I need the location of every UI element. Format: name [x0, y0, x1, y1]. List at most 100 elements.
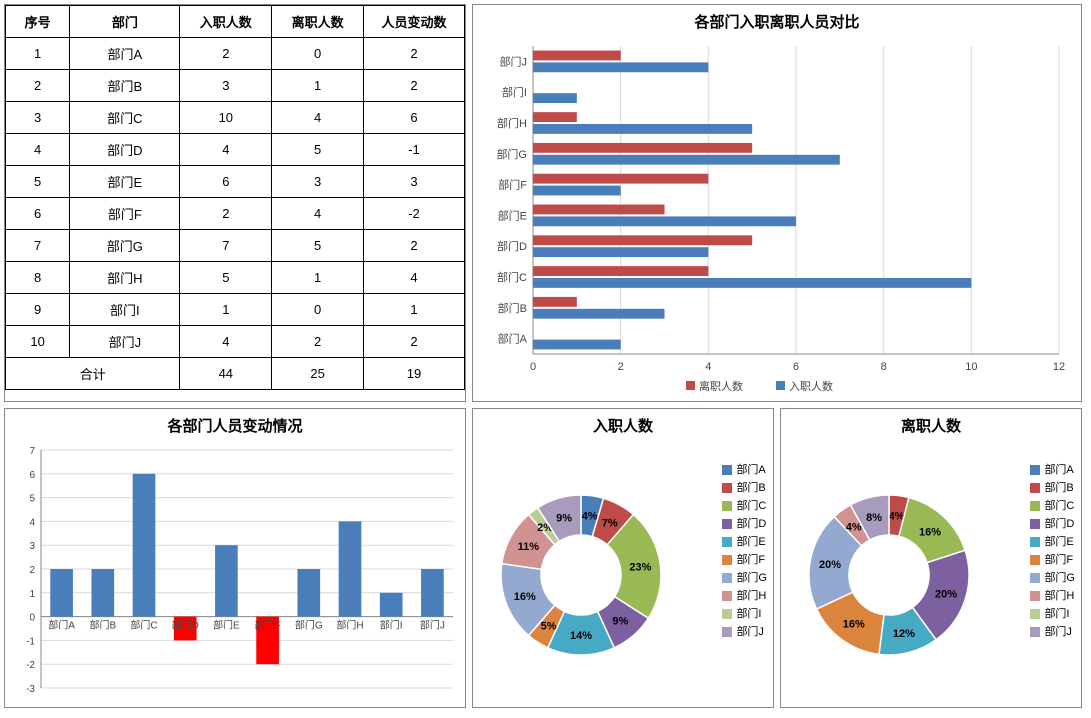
- table-cell: 7: [6, 230, 70, 262]
- donut-in-legend: 部门A部门B部门C部门D部门E部门F部门G部门H部门I部门J: [722, 459, 767, 641]
- donut-legend-item: 部门E: [722, 533, 767, 549]
- vbar-bar: [50, 569, 73, 617]
- hbar-bar: [533, 155, 840, 165]
- hbar-bar: [533, 216, 796, 226]
- vbar-bar: [380, 593, 403, 617]
- table-cell: 4: [272, 102, 364, 134]
- svg-text:5%: 5%: [541, 620, 557, 632]
- table-total-cell: 19: [364, 358, 465, 390]
- svg-text:0: 0: [530, 361, 536, 373]
- vbar-bar: [215, 545, 238, 616]
- donut-legend-item: 部门C: [722, 497, 767, 513]
- svg-text:9%: 9%: [556, 512, 572, 524]
- hbar-bar: [533, 112, 577, 122]
- svg-text:8: 8: [881, 361, 887, 373]
- table-cell: 3: [180, 70, 272, 102]
- vbar-title: 各部门人员变动情况: [5, 415, 465, 436]
- table-cell: 10: [6, 326, 70, 358]
- donut-out-chart: 4%16%20%12%16%20%4%8%: [781, 440, 1001, 700]
- svg-text:入职人数: 入职人数: [789, 380, 833, 393]
- table-cell: 10: [180, 102, 272, 134]
- svg-text:5: 5: [29, 494, 35, 505]
- table-cell: 部门E: [70, 166, 180, 198]
- vbar-bar: [133, 474, 156, 617]
- hbar-bar: [533, 143, 752, 153]
- svg-text:部门I: 部门I: [502, 85, 527, 99]
- donut-legend-item: 部门C: [1030, 497, 1075, 513]
- data-table: 序号部门入职人数离职人数人员变动数1部门A2022部门B3123部门C10464…: [5, 5, 465, 390]
- svg-text:部门I: 部门I: [380, 619, 403, 632]
- table-cell: 部门B: [70, 70, 180, 102]
- hbar-bar: [533, 174, 708, 184]
- table-cell: 0: [272, 294, 364, 326]
- svg-text:3: 3: [29, 541, 35, 552]
- hbar-bar: [533, 124, 752, 134]
- table-cell: 4: [6, 134, 70, 166]
- table-total-row: 合计442519: [6, 358, 465, 390]
- table-cell: 7: [180, 230, 272, 262]
- table-row: 9部门I101: [6, 294, 465, 326]
- vbar-bar: [339, 521, 362, 616]
- svg-text:部门E: 部门E: [498, 208, 527, 222]
- table-cell: 4: [272, 198, 364, 230]
- svg-text:4: 4: [705, 361, 711, 373]
- svg-text:部门J: 部门J: [420, 619, 445, 632]
- table-cell: 6: [6, 198, 70, 230]
- svg-text:20%: 20%: [935, 589, 957, 601]
- table-cell: 1: [180, 294, 272, 326]
- table-header: 序号: [6, 6, 70, 38]
- svg-text:部门B: 部门B: [89, 619, 116, 632]
- table-cell: 2: [364, 38, 465, 70]
- table-total-label: 合计: [6, 358, 180, 390]
- donut-legend-item: 部门J: [722, 623, 767, 639]
- table-cell: 0: [272, 38, 364, 70]
- svg-text:部门A: 部门A: [498, 332, 528, 346]
- table-cell: 3: [364, 166, 465, 198]
- table-cell: 4: [364, 262, 465, 294]
- table-row: 1部门A202: [6, 38, 465, 70]
- table-cell: 6: [364, 102, 465, 134]
- hbar-bar: [533, 247, 708, 257]
- table-row: 3部门C1046: [6, 102, 465, 134]
- hbar-chart: 024681012部门J部门I部门H部门G部门F部门E部门D部门C部门B部门A离…: [473, 36, 1079, 404]
- svg-text:部门B: 部门B: [498, 301, 527, 315]
- table-cell: 5: [272, 134, 364, 166]
- donut-out-title: 离职人数: [781, 415, 1081, 436]
- svg-text:10: 10: [965, 361, 977, 373]
- table-cell: 部门J: [70, 326, 180, 358]
- svg-text:7%: 7%: [602, 517, 618, 529]
- table-cell: 部门H: [70, 262, 180, 294]
- table-total-cell: 25: [272, 358, 364, 390]
- svg-text:部门G: 部门G: [295, 619, 323, 632]
- table-cell: 1: [272, 70, 364, 102]
- table-cell: 部门I: [70, 294, 180, 326]
- table-header: 部门: [70, 6, 180, 38]
- svg-text:-2: -2: [26, 660, 35, 671]
- donut-legend-item: 部门F: [1030, 551, 1075, 567]
- data-table-panel: 序号部门入职人数离职人数人员变动数1部门A2022部门B3123部门C10464…: [4, 4, 466, 402]
- table-cell: 2: [272, 326, 364, 358]
- svg-text:部门F: 部门F: [498, 178, 527, 192]
- donut-legend-item: 部门F: [722, 551, 767, 567]
- hbar-bar: [533, 309, 665, 319]
- donut-legend-item: 部门G: [1030, 569, 1075, 585]
- svg-text:2: 2: [618, 361, 624, 373]
- table-cell: -2: [364, 198, 465, 230]
- svg-text:部门F: 部门F: [255, 619, 281, 632]
- table-cell: 5: [6, 166, 70, 198]
- hbar-bar: [533, 297, 577, 307]
- vbar-chart: -3-2-101234567部门A部门B部门C部门D部门E部门F部门G部门H部门…: [5, 440, 463, 706]
- table-cell: 2: [180, 198, 272, 230]
- table-cell: -1: [364, 134, 465, 166]
- table-cell: 2: [180, 38, 272, 70]
- donut-in-panel: 入职人数 4%7%23%9%14%5%16%11%2%9% 部门A部门B部门C部…: [472, 408, 774, 708]
- svg-text:20%: 20%: [819, 559, 841, 571]
- svg-text:16%: 16%: [919, 526, 941, 538]
- svg-text:2: 2: [29, 565, 35, 576]
- svg-text:8%: 8%: [866, 512, 882, 524]
- donut-legend-item: 部门H: [1030, 587, 1075, 603]
- table-header: 人员变动数: [364, 6, 465, 38]
- donut-legend-item: 部门G: [722, 569, 767, 585]
- table-row: 6部门F24-2: [6, 198, 465, 230]
- table-header: 入职人数: [180, 6, 272, 38]
